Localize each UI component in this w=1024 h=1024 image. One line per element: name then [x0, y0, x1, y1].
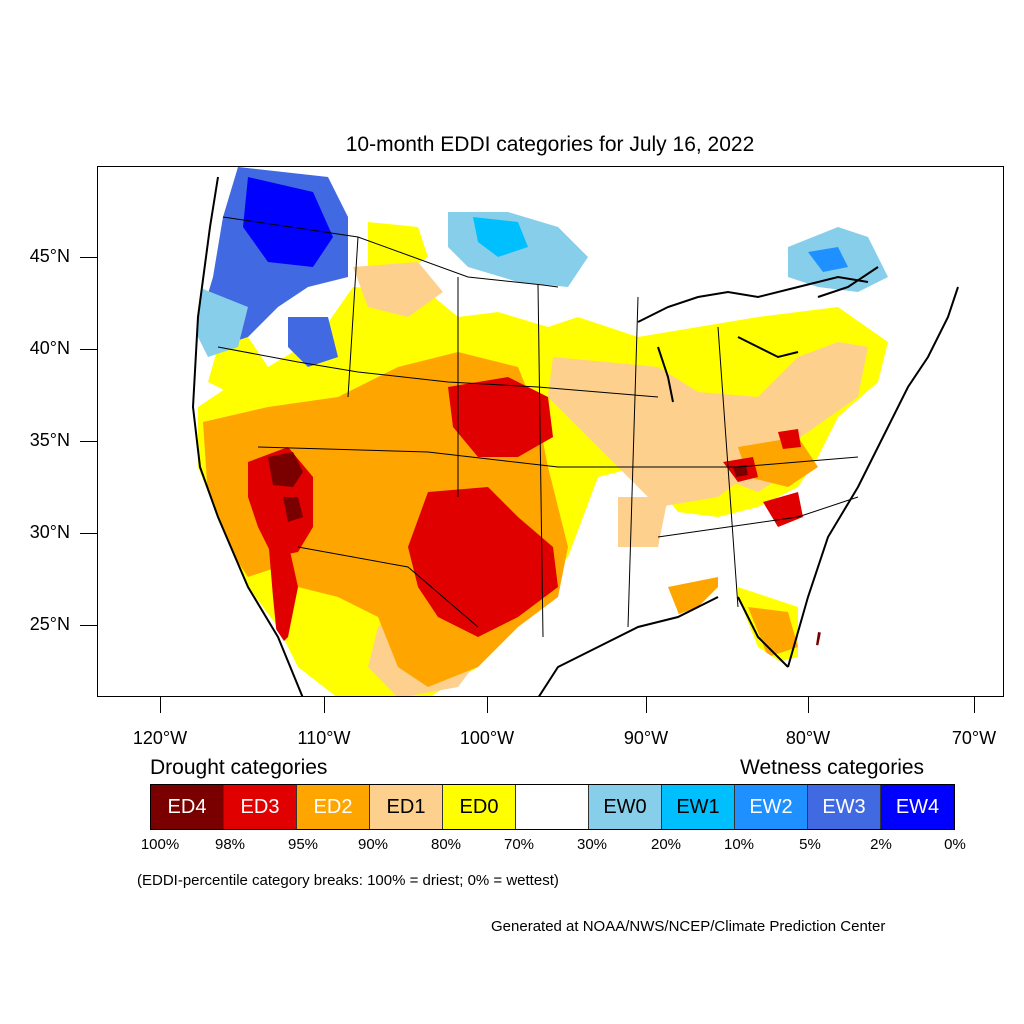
boundaries [217, 216, 859, 638]
y-tick-label-35n: 35°N [29, 430, 70, 450]
category-note: (EDDI-percentile category breaks: 100% =… [137, 872, 559, 889]
x-tick [808, 697, 809, 713]
x-tick-label-100w: 100°W [459, 728, 515, 748]
pct-label: 70% [503, 836, 535, 853]
x-tick [160, 697, 161, 713]
x-tick-label-110w: 110°W [297, 728, 351, 748]
x-tick [646, 697, 647, 713]
legend-label: EW1 [676, 795, 720, 818]
legend-label: ED0 [459, 795, 499, 818]
wetness-heading: Wetness categories [740, 756, 925, 779]
outside-land [98, 167, 1003, 696]
legend-box-ew4: EW4 [881, 785, 954, 829]
legend-box-ew1: EW1 [662, 785, 735, 829]
y-tick-label-30n: 30°N [29, 522, 70, 542]
y-tick-label-40n: 40°N [29, 338, 70, 358]
legend-box-ed4: ED4 [151, 785, 224, 829]
drought-heading: Drought categories [150, 756, 328, 779]
y-tick [80, 257, 97, 258]
ew-regions [198, 167, 888, 367]
coastline [191, 176, 959, 696]
pct-label: 80% [430, 836, 462, 853]
legend-box-ed3: ED3 [224, 785, 297, 829]
x-tick-label-90w: 90°W [623, 728, 669, 748]
pct-label: 5% [799, 836, 821, 853]
x-tick-label-80w: 80°W [785, 728, 831, 748]
y-tick [80, 533, 97, 534]
pct-label: 0% [944, 836, 966, 853]
pct-label: 10% [723, 836, 755, 853]
legend-color-bar: ED4 ED3 ED2 ED1 ED0 EW0 EW1 EW2 EW3 EW4 [150, 784, 955, 830]
y-tick [80, 441, 97, 442]
x-tick [974, 697, 975, 713]
x-tick [324, 697, 325, 713]
legend-label: EW4 [895, 795, 940, 818]
credit-line: Generated at NOAA/NWS/NCEP/Climate Predi… [491, 918, 886, 935]
x-tick [487, 697, 488, 713]
y-tick [80, 349, 97, 350]
pct-label: 95% [287, 836, 319, 853]
legend-box-ed1: ED1 [370, 785, 443, 829]
legend-box-ed0: ED0 [443, 785, 516, 829]
pct-label: 100% [140, 836, 180, 853]
legend-label: EW2 [749, 795, 793, 818]
eddi-map [97, 166, 1004, 697]
pct-label: 2% [870, 836, 892, 853]
y-tick [80, 625, 97, 626]
legend-label: ED1 [386, 795, 426, 818]
legend-label: ED2 [313, 795, 353, 818]
eddi-map-canvas [98, 167, 1003, 696]
legend-box-normal [516, 785, 589, 829]
y-tick-label-45n: 45°N [29, 246, 70, 266]
pct-label: 30% [576, 836, 608, 853]
legend-label: ED4 [167, 795, 207, 818]
legend-label: ED3 [240, 795, 280, 818]
legend-box-ew3: EW3 [808, 785, 881, 829]
legend-box-ed2: ED2 [297, 785, 370, 829]
pct-label: 90% [357, 836, 389, 853]
legend-label: EW0 [603, 795, 647, 818]
pct-label: 20% [650, 836, 682, 853]
y-tick-label-25n: 25°N [29, 614, 70, 634]
legend-label: EW3 [822, 795, 866, 818]
map-title: 10-month EDDI categories for July 16, 20… [345, 133, 755, 156]
ed3-regions [248, 377, 803, 647]
legend-box-ew0: EW0 [589, 785, 662, 829]
legend-box-ew2: EW2 [735, 785, 808, 829]
x-tick-label-70w: 70°W [951, 728, 997, 748]
x-tick-label-120w: 120°W [132, 728, 188, 748]
pct-label: 98% [214, 836, 246, 853]
